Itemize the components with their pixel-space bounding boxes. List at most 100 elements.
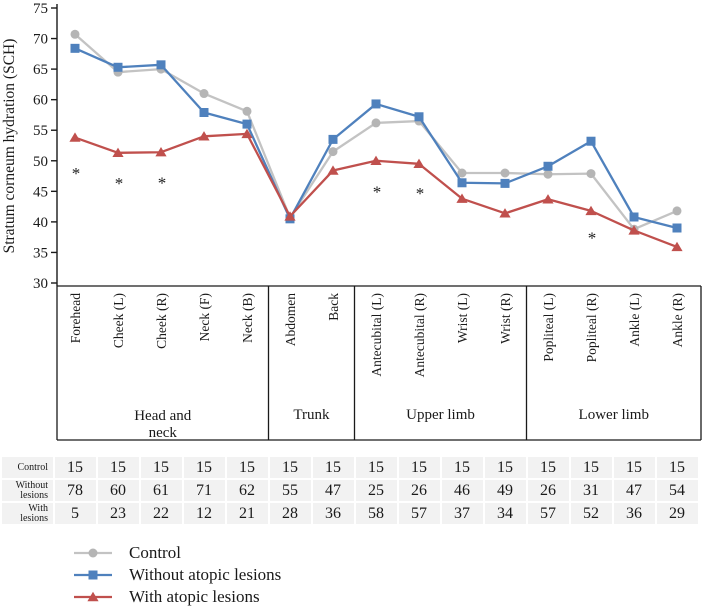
circle-marker [371,118,381,128]
group-label: neck [149,425,178,441]
triangle-marker [499,208,511,218]
table-cell: 26 [527,480,569,501]
legend-item-control: Control [73,542,281,564]
circle-marker [199,89,209,99]
table-row-label: Control [2,457,53,478]
table-cell: 26 [398,480,440,501]
table-cell: 15 [269,457,311,478]
without-lesions-square-marker-icon [74,570,112,580]
square-marker [113,62,123,72]
y-axis-title: Stratum corneum hydration (SCH) [1,39,18,254]
table-cell: 15 [527,457,569,478]
square-marker [328,134,338,144]
table-cell: 37 [441,503,483,524]
circle-marker [543,169,553,179]
y-tick-label: 35 [33,245,48,261]
square-marker [500,178,510,188]
table-row-label: With lesions [2,503,53,524]
square-marker [242,119,252,129]
table-cell: 60 [97,480,139,501]
y-tick-label: 75 [33,1,48,17]
legend-square-glyph [88,570,98,580]
legend-item-without-atopic-lesions: Without atopic lesions [73,564,281,586]
triangle-marker [542,194,554,204]
table-cell: 58 [355,503,397,524]
table-cell: 54 [656,480,698,501]
circle-marker [457,168,467,178]
table-row-label-line: With [28,502,48,514]
group-label: Upper limb [406,407,475,423]
square-marker [629,212,639,222]
table-cell: 15 [656,457,698,478]
asterisk-annotation: * [373,183,382,202]
sample-size-table: Control 15 15 15 15 15 15 15 15 15 15 15 15 15 15 15 Wit… [2,457,698,524]
triangle-marker [284,211,296,221]
table-cell: 47 [312,480,354,501]
table-cell: 23 [97,503,139,524]
table-row-label-line: lesions [20,512,48,524]
table-cell: 15 [226,457,268,478]
category-label: Antecubital (L) [369,293,384,377]
category-label: Wrist (L) [455,293,470,343]
table-cell: 52 [570,503,612,524]
asterisk-annotation: * [72,164,81,183]
table-cell: 12 [183,503,225,524]
category-label: Wrist (R) [498,293,513,344]
series-with-atopic-lesions [69,128,683,252]
table-cell: 15 [570,457,612,478]
table-cell: 36 [312,503,354,524]
legend-triangle-glyph [87,591,99,602]
table-cell: 57 [527,503,569,524]
legend-item-with-atopic-lesions: With atopic lesions [73,586,281,606]
category-label: Ankle (R) [670,293,685,347]
y-axis: 30 35 40 45 50 55 60 65 70 75 [33,1,58,292]
control-circle-marker-icon [74,548,112,558]
table-cell: 15 [613,457,655,478]
triangle-marker [69,132,81,142]
category-labels: Forehead Cheek (L) Cheek (R) Neck (F) Neck (… [68,293,685,378]
table-row-label-line: Control [17,461,48,473]
triangle-marker [671,241,683,252]
legend-label-with-atopic-lesions: With atopic lesions [129,587,260,606]
table-cell: 15 [441,457,483,478]
table-cell: 15 [355,457,397,478]
category-label: Antecubital (R) [412,293,427,377]
with-lesions-triangle-marker-icon [74,591,112,602]
table-cell: 5 [54,503,96,524]
series-without-atopic-lesions [70,43,682,233]
legend-circle-glyph [88,548,98,558]
table-row-label-line: Without [15,479,48,491]
group-label: Trunk [293,407,330,423]
triangle-marker [370,155,382,165]
table-cell: 28 [269,503,311,524]
y-tick-label: 70 [33,32,48,48]
table-cell: 34 [484,503,526,524]
y-tick-label: 60 [33,93,48,109]
table-cell: 71 [183,480,225,501]
circle-marker [500,168,510,178]
asterisk-annotation: * [416,184,425,203]
category-label: Popliteal (L) [541,293,556,362]
significance-asterisks: * * * * * * [72,164,597,247]
table-cell: 62 [226,480,268,501]
triangle-marker [241,128,253,139]
category-label: Forehead [68,293,83,343]
triangle-marker [112,147,124,158]
triangle-marker [456,193,468,203]
table-cell: 15 [484,457,526,478]
square-marker [199,108,209,117]
category-label: Cheek (L) [111,293,126,348]
category-label: Neck (F) [197,293,212,341]
y-tick-label: 65 [33,62,48,78]
table-cell: 31 [570,480,612,501]
legend-label-control: Control [129,543,181,562]
circle-marker [672,206,682,216]
asterisk-annotation: * [115,174,124,193]
triangle-marker [155,147,167,157]
y-tick-label: 40 [33,215,48,231]
square-marker [672,223,682,233]
table-cell: 15 [54,457,96,478]
table-cell: 57 [398,503,440,524]
